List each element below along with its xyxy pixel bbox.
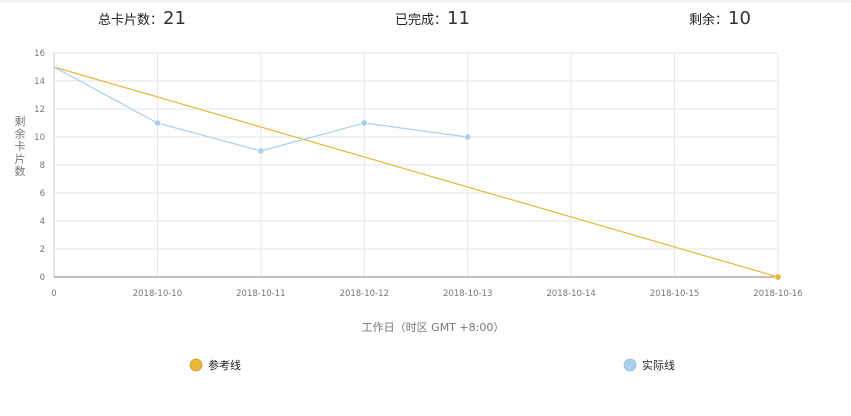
y-tick-label: 14 (34, 77, 45, 87)
legend-label: 参考线 (208, 358, 241, 372)
y-tick-label: 12 (34, 105, 45, 115)
y-axis-label-char: 数 (15, 165, 26, 178)
data-point (257, 147, 265, 155)
chart-axes (53, 53, 780, 278)
remaining-value: 10 (728, 8, 751, 29)
remaining-label: 剩余： (689, 13, 729, 28)
completed-stat: 已完成：11 (395, 6, 470, 32)
legend-label: 实际线 (642, 358, 675, 372)
y-axis-label-char: 卡 (15, 140, 26, 153)
x-tick-label: 2018-10-16 (753, 289, 802, 299)
x-tick-label: 2018-10-12 (340, 289, 389, 299)
legend-item[interactable]: 实际线 (623, 358, 675, 372)
y-axis-ticks: 0 2 4 6 8 10 12 14 16 (34, 49, 45, 283)
y-tick-label: 10 (34, 133, 45, 143)
legend-swatch (623, 358, 637, 372)
x-axis-label: 工作日（时区 GMT +8:00） (362, 321, 505, 334)
y-tick-label: 8 (40, 161, 45, 171)
total-cards-value: 21 (163, 8, 186, 29)
total-cards-stat: 总卡片数：21 (98, 6, 186, 32)
top-divider (0, 0, 851, 3)
x-tick-label: 2018-10-13 (443, 289, 492, 299)
data-point (464, 133, 472, 141)
y-axis-label-char: 剩 (15, 115, 26, 128)
y-tick-label: 2 (40, 245, 45, 255)
data-point (774, 273, 782, 281)
data-point (360, 119, 368, 127)
completed-value: 11 (447, 8, 470, 29)
x-tick-label: 2018-10-14 (546, 289, 595, 299)
total-cards-label: 总卡片数： (98, 13, 164, 28)
y-tick-label: 16 (34, 49, 45, 59)
y-tick-label: 0 (40, 273, 45, 283)
x-tick-label: 2018-10-15 (650, 289, 699, 299)
series-line (53, 66, 779, 278)
remaining-stat: 剩余：10 (689, 6, 751, 32)
y-axis-label-char: 余 (15, 127, 26, 141)
x-tick-label: 0 (51, 289, 56, 299)
x-tick-label: 2018-10-10 (133, 289, 182, 299)
legend-item[interactable]: 参考线 (189, 358, 241, 372)
legend-swatch (189, 358, 203, 372)
y-axis-label-char: 片 (15, 153, 26, 166)
chart-grid (54, 52, 779, 277)
x-tick-label: 2018-10-11 (236, 289, 285, 299)
completed-label: 已完成： (395, 13, 448, 28)
x-axis-ticks: 0 2018-10-10 2018-10-11 2018-10-12 2018-10-1… (51, 289, 802, 299)
y-tick-label: 4 (40, 217, 45, 227)
y-tick-label: 6 (40, 189, 45, 199)
chart-legend: 参考线 实际线 (189, 358, 675, 372)
data-point (153, 119, 161, 127)
chart-series (53, 66, 782, 281)
